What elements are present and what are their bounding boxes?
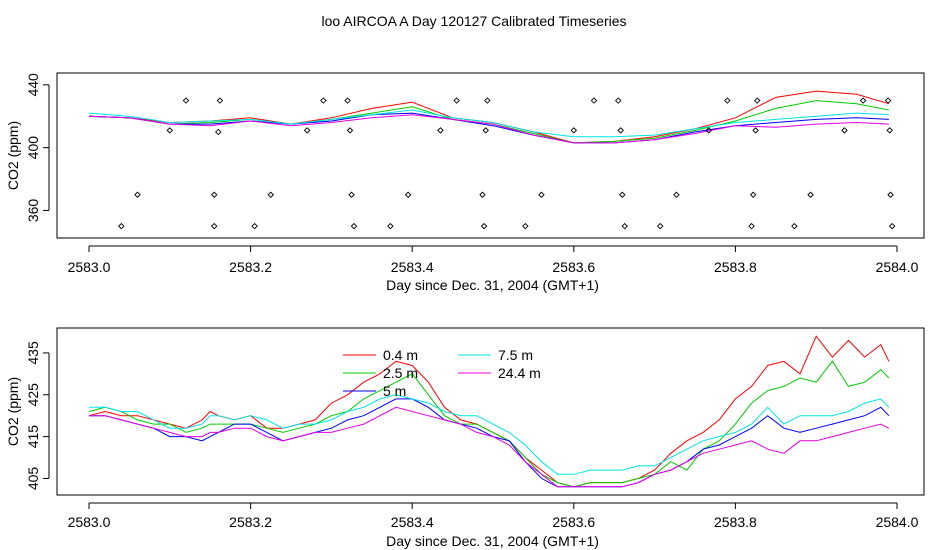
series-line	[88, 109, 889, 138]
y-tick-label: 400	[25, 136, 41, 160]
calibration-point	[522, 222, 529, 230]
calibration-point	[350, 222, 358, 230]
calibration-point	[166, 127, 174, 134]
calibration-point	[215, 128, 222, 136]
calibration-point	[484, 97, 491, 104]
series-line	[89, 398, 890, 488]
y-axis-label: CO2 (ppm)	[5, 377, 21, 446]
calibration-point	[303, 127, 311, 134]
calibration-point	[748, 222, 755, 230]
calibration-point	[841, 127, 848, 134]
y-tick-label: 360	[25, 199, 41, 223]
y-tick-label: 440	[25, 73, 41, 97]
x-tick-label: 2584.0	[876, 259, 919, 275]
x-tick-label: 2583.2	[229, 514, 272, 530]
x-tick-label: 2583.4	[391, 514, 434, 530]
x-axis: 2583.0 2583.2 2583.4 2583.6 2583.8 2584.0	[68, 502, 919, 530]
calibration-point	[320, 97, 327, 104]
legend-label: 0.4 m	[383, 347, 418, 363]
calibration-point	[182, 97, 190, 104]
series-lines	[88, 335, 890, 488]
series-line	[89, 406, 890, 488]
calibration-point	[807, 191, 814, 198]
calibration-point	[251, 222, 258, 230]
x-tick-label: 2583.0	[68, 259, 111, 275]
x-tick-label: 2583.8	[714, 514, 757, 530]
y-axis-label: CO2 (ppm)	[5, 121, 21, 190]
calibration-point	[617, 127, 624, 134]
x-axis-label: Day since Dec. 31, 2004 (GMT+1)	[386, 533, 599, 549]
calibration-point	[437, 127, 444, 134]
legend-label: 24.4 m	[498, 365, 541, 381]
legend-label: 2.5 m	[383, 365, 418, 381]
calibration-point	[570, 127, 578, 134]
bottom-panel: 2583.0 2583.2 2583.4 2583.6 2583.8 2584.0 Day …	[5, 327, 925, 549]
series-line	[88, 112, 889, 144]
series-line	[88, 114, 889, 144]
calibration-point	[615, 97, 622, 104]
calibration-point	[657, 222, 664, 230]
y-tick-label: 405	[25, 467, 41, 491]
calibration-point	[211, 222, 218, 230]
calibration-point	[387, 222, 394, 230]
y-tick-label: 435	[25, 341, 41, 365]
legend-label: 5 m	[383, 383, 406, 399]
legend-label: 7.5 m	[498, 347, 533, 363]
chart-title: loo AIRCOA A Day 120127 Calibrated Times…	[321, 13, 626, 29]
calibration-point	[859, 97, 867, 104]
calibration-point	[673, 191, 680, 198]
calibration-point	[479, 191, 486, 198]
y-tick-label: 415	[25, 425, 41, 449]
series-line	[88, 335, 890, 488]
calibration-point	[346, 127, 354, 134]
calibration-point	[791, 222, 798, 230]
series-line	[88, 90, 890, 144]
calibration-point	[344, 97, 351, 104]
calibration-point	[453, 97, 460, 104]
calibration-points	[118, 97, 896, 230]
calibration-point	[749, 191, 757, 198]
calibration-point	[752, 127, 759, 134]
x-tick-label: 2583.6	[552, 514, 595, 530]
calibration-point	[753, 97, 761, 104]
plot-frame	[56, 327, 925, 496]
calibration-point	[134, 191, 141, 198]
calibration-point	[619, 191, 626, 198]
calibration-point	[621, 222, 628, 230]
x-tick-label: 2583.6	[552, 259, 595, 275]
calibration-point	[482, 127, 489, 134]
calibration-point	[118, 222, 125, 230]
calibration-point	[886, 127, 893, 134]
series-line	[88, 360, 890, 488]
calibration-point	[538, 191, 545, 198]
calibration-point	[884, 97, 892, 104]
y-axis: 405 415 425 435	[25, 341, 50, 491]
calibration-point	[480, 222, 488, 230]
calibration-point	[216, 97, 224, 104]
calibration-point	[211, 191, 218, 198]
calibration-point	[705, 127, 712, 134]
calibration-point	[724, 97, 731, 104]
series-lines	[88, 90, 890, 144]
x-tick-label: 2583.0	[68, 514, 111, 530]
calibration-point	[590, 97, 598, 104]
x-tick-label: 2584.0	[876, 514, 919, 530]
calibration-point	[887, 191, 894, 198]
legend: 0.4 m 2.5 m 5 m 7.5 m 24.4 m	[343, 347, 541, 399]
calibration-point	[267, 191, 275, 198]
plot-frame	[56, 72, 925, 239]
calibration-point	[348, 191, 355, 198]
series-line	[89, 394, 890, 475]
x-tick-label: 2583.8	[714, 259, 757, 275]
calibration-point	[888, 222, 896, 230]
x-tick-label: 2583.4	[391, 259, 434, 275]
top-panel: 2583.0 2583.2 2583.4 2583.6 2583.8 2584.0 Day …	[5, 72, 925, 293]
calibration-point	[404, 191, 412, 198]
y-axis: 360 400 440	[25, 73, 50, 223]
x-tick-label: 2583.2	[229, 259, 272, 275]
y-tick-label: 425	[25, 383, 41, 407]
x-axis: 2583.0 2583.2 2583.4 2583.6 2583.8 2584.0	[68, 245, 919, 275]
x-axis-label: Day since Dec. 31, 2004 (GMT+1)	[386, 277, 599, 293]
